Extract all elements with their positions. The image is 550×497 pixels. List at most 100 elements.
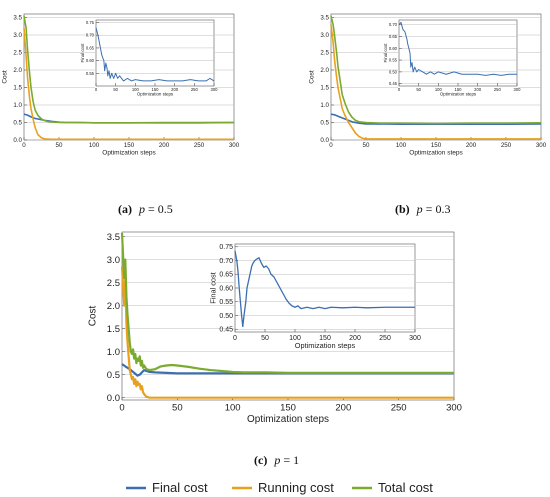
inset-plot-a: 0.55 0.60 0.65 0.70 0.75 0 50 100 150 200 250 300 Op…: [80, 18, 218, 97]
main-c-ytick-label-6: 3.0: [107, 255, 120, 266]
main-c-ytick-label-2: 1.0: [107, 347, 120, 358]
inset-b-ytick-label-3: 0.60: [389, 46, 398, 51]
main-c-ytick-label-7: 3.5: [107, 232, 120, 243]
main-a-xtick-label-5: 250: [194, 142, 205, 149]
inset-a-ylabel: Final cost: [80, 43, 85, 63]
inset-c-ytick-label-2: 0.55: [219, 299, 233, 306]
main-a-xtick-label-0: 0: [22, 142, 26, 149]
panel-a: 0.0 0.5 1.0 1.5 2.0 2.5 3.0 3.5 0 50 100 150 200 250 3…: [2, 13, 240, 156]
inset-c-ytick-label-3: 0.60: [219, 285, 233, 292]
inset-c-xtick-label-2: 100: [289, 335, 301, 342]
inset-c-xtick-label-3: 150: [319, 335, 331, 342]
inset-a-xtick-label-4: 200: [171, 87, 179, 92]
inset-c-xtick-label-0: 0: [233, 335, 237, 342]
main-a-xtick-label-6: 300: [229, 142, 240, 149]
caption-c: (c) p = 1: [254, 453, 299, 467]
inset-b-ylabel: Final cost: [383, 43, 388, 63]
main-a-ytick-label-7: 3.5: [13, 15, 22, 22]
main-c-ylabel: Cost: [87, 306, 98, 327]
inset-series-final-cost-b: [398, 21, 517, 76]
inset-a-ytick-label-4: 0.75: [86, 20, 95, 25]
inset-series-final-cost-a: [95, 27, 215, 82]
main-b-xtick-label-3: 150: [431, 142, 442, 149]
inset-c-xtick-label-6: 300: [409, 335, 421, 342]
main-a-ytick-label-2: 1.0: [13, 102, 22, 109]
inset-a-ytick-label-1: 0.60: [86, 58, 95, 63]
main-c-xtick-label-1: 50: [172, 403, 183, 414]
inset-c-xtick-label-5: 250: [379, 335, 391, 342]
inset-plot-b: 0.45 0.50 0.55 0.60 0.65 0.70 0 50 100 150 200 250 3…: [383, 18, 521, 97]
series-total-cost-a: [23, 15, 234, 124]
caption-a: (a) p = 0.5: [118, 202, 173, 216]
main-c-ytick-label-4: 2.0: [107, 301, 120, 312]
main-b-ytick-label-5: 2.5: [320, 50, 329, 57]
main-a-ytick-label-4: 2.0: [13, 67, 22, 74]
inset-plot-c: 0.45 0.50 0.55 0.60 0.65 0.70 0.75 0 50 100 150 200…: [208, 242, 421, 350]
main-b-xtick-label-1: 50: [363, 142, 370, 149]
main-c-ytick-label-0: 0.0: [107, 393, 120, 404]
main-b-ytick-label-2: 1.0: [320, 102, 329, 109]
main-b-ylabel: Cost: [309, 70, 316, 84]
panel-c: 0.0 0.5 1.0 1.5 2.0 2.5 3.0 3.5 0 50 100 150 200 250 3…: [87, 231, 462, 425]
inset-b-ytick-label-1: 0.50: [389, 69, 398, 74]
main-c-xtick-label-0: 0: [119, 403, 124, 414]
main-c-xtick-label-5: 250: [391, 403, 407, 414]
inset-b-xtick-label-2: 100: [435, 87, 443, 92]
series-running-cost-a: [23, 27, 234, 141]
main-a-ytick-label-1: 0.5: [13, 120, 22, 127]
inset-a-xtick-label-3: 150: [152, 87, 160, 92]
inset-a-ytick-label-0: 0.55: [86, 71, 95, 76]
caption-b: (b) p = 0.3: [395, 202, 450, 216]
inset-a-xtick-label-0: 0: [95, 87, 98, 92]
main-b-ytick-label-4: 2.0: [320, 67, 329, 74]
inset-b-ytick-label-5: 0.70: [389, 22, 398, 27]
inset-a-ytick-label-2: 0.65: [86, 45, 95, 50]
main-c-xtick-label-3: 150: [280, 403, 296, 414]
inset-b-xlabel: Optimization steps: [440, 92, 477, 97]
main-a-xtick-label-2: 100: [89, 142, 100, 149]
inset-b-xtick-label-6: 300: [514, 87, 522, 92]
inset-c-xlabel: Optimization steps: [295, 341, 356, 350]
inset-b-ytick-label-2: 0.55: [389, 58, 398, 63]
main-b-xtick-label-6: 300: [536, 142, 547, 149]
inset-a-xtick-label-2: 100: [132, 87, 140, 92]
inset-b-xtick-label-3: 150: [455, 87, 463, 92]
main-b-xtick-label-4: 200: [466, 142, 477, 149]
main-a-ytick-label-6: 3.0: [13, 32, 22, 39]
main-c-xtick-label-6: 300: [446, 403, 462, 414]
legend-label-final: Final cost: [152, 480, 208, 495]
main-a-xtick-label-3: 150: [124, 142, 135, 149]
inset-b-xtick-label-5: 250: [494, 87, 502, 92]
inset-c-ytick-label-5: 0.70: [219, 258, 233, 265]
panel-b: 0.0 0.5 1.0 1.5 2.0 2.5 3.0 3.5 0 50 100 150 200 250 3…: [309, 13, 547, 156]
main-b-xtick-label-5: 250: [501, 142, 512, 149]
main-b-ytick-label-0: 0.0: [320, 137, 329, 144]
inset-b-ytick-label-4: 0.65: [389, 34, 398, 39]
inset-c-ytick-label-4: 0.65: [219, 272, 233, 279]
inset-b-ytick-label-0: 0.45: [389, 81, 398, 86]
main-a-xtick-label-4: 200: [159, 142, 170, 149]
inset-c-ytick-label-1: 0.50: [219, 313, 233, 320]
series-total-cost-c: [120, 232, 454, 374]
main-a-ytick-label-3: 1.5: [13, 85, 22, 92]
series-final-cost-b: [330, 113, 542, 126]
main-b-ytick-label-1: 0.5: [320, 120, 329, 127]
main-c-ytick-label-1: 0.5: [107, 370, 120, 381]
series-running-cost-b: [330, 24, 541, 140]
inset-series-final-cost-c: [234, 250, 415, 328]
inset-b-xtick-label-0: 0: [398, 87, 401, 92]
series-total-cost-b: [330, 15, 542, 125]
inset-c-xtick-label-1: 50: [261, 335, 269, 342]
inset-c-ytick-label-6: 0.75: [219, 244, 233, 251]
inset-a-xlabel: Optimization steps: [137, 92, 174, 97]
legend: Final cost Running cost Total cost: [126, 480, 433, 495]
main-b-ytick-label-3: 1.5: [320, 85, 329, 92]
inset-b-background: [398, 18, 518, 88]
legend-label-total: Total cost: [378, 480, 433, 495]
main-a-ytick-label-5: 2.5: [13, 50, 22, 57]
inset-b-xtick-label-1: 50: [416, 87, 421, 92]
main-a-ytick-label-0: 0.0: [13, 137, 22, 144]
inset-c-ytick-label-0: 0.45: [219, 327, 233, 334]
inset-a-xtick-label-1: 50: [113, 87, 118, 92]
